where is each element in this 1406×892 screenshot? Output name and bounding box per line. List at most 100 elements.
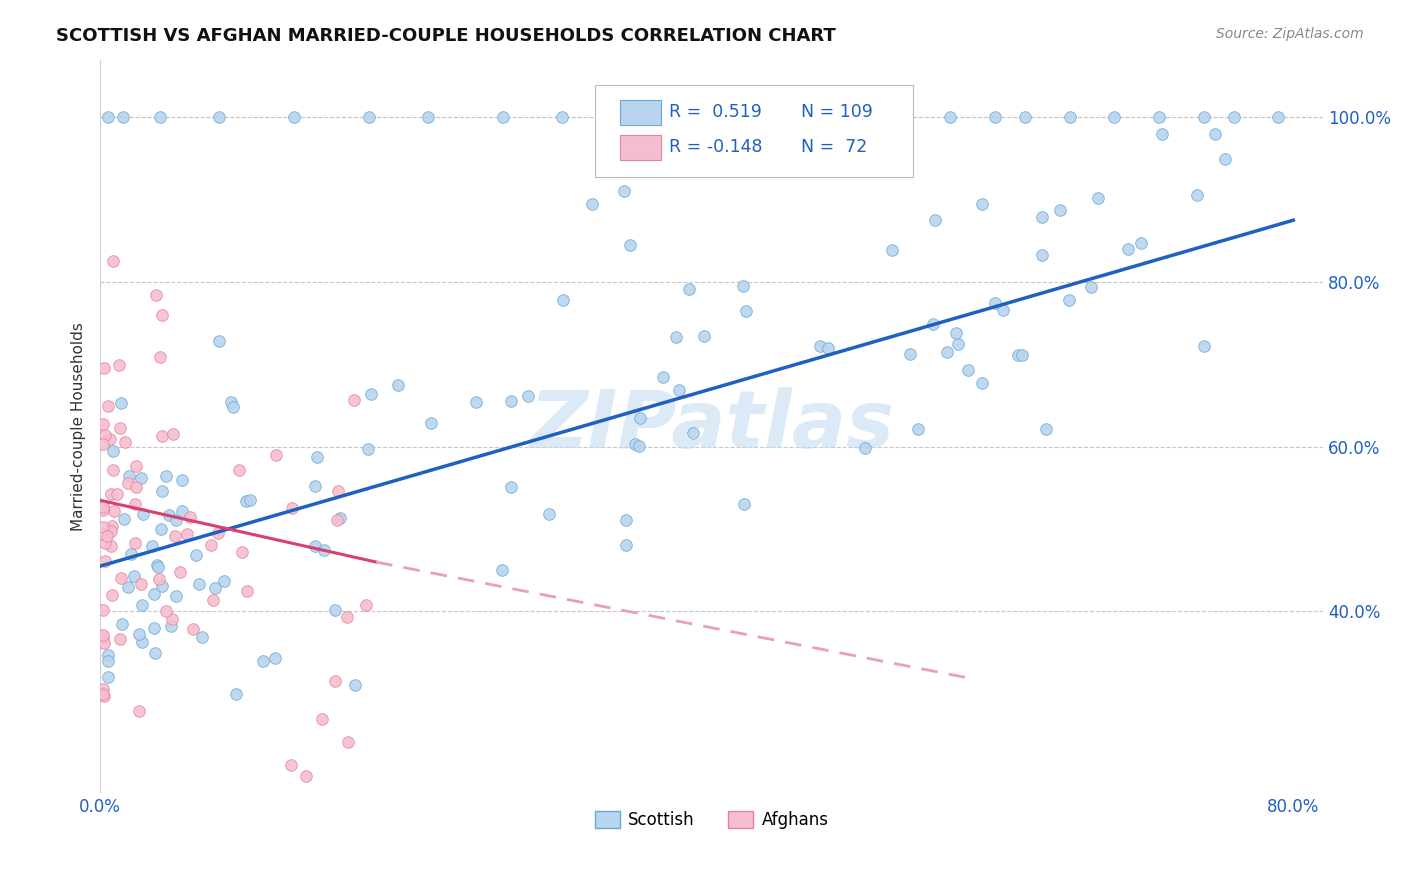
Point xyxy=(1150,127,1173,141)
Point xyxy=(323,674,346,689)
Point xyxy=(97,654,120,668)
Point xyxy=(280,758,302,772)
Text: N = 109: N = 109 xyxy=(801,103,873,120)
Text: SCOTTISH VS AFGHAN MARRIED-COUPLE HOUSEHOLDS CORRELATION CHART: SCOTTISH VS AFGHAN MARRIED-COUPLE HOUSEH… xyxy=(56,27,837,45)
Point xyxy=(150,308,173,322)
Point xyxy=(179,509,201,524)
Point xyxy=(150,429,173,443)
Point xyxy=(91,681,114,696)
Point xyxy=(1014,110,1036,124)
Point xyxy=(326,483,349,498)
Point xyxy=(165,513,187,527)
Point xyxy=(101,463,124,477)
Point xyxy=(91,436,114,450)
Point xyxy=(93,689,115,703)
Point xyxy=(1104,110,1126,124)
Point xyxy=(162,427,184,442)
Point xyxy=(131,598,153,612)
Point xyxy=(150,483,173,498)
Point xyxy=(855,442,877,456)
Point xyxy=(1215,153,1237,167)
Y-axis label: Married-couple Households: Married-couple Households xyxy=(72,322,86,531)
Point xyxy=(111,110,134,124)
Point xyxy=(91,603,114,617)
Point xyxy=(91,630,114,644)
Point xyxy=(991,302,1014,317)
Point xyxy=(921,318,943,332)
Point xyxy=(972,197,994,211)
Point xyxy=(323,603,346,617)
Point xyxy=(894,110,917,124)
Point xyxy=(149,110,172,124)
Point xyxy=(132,507,155,521)
Point xyxy=(172,473,194,487)
Point xyxy=(613,184,636,198)
Point xyxy=(817,341,839,355)
Point xyxy=(118,469,141,483)
FancyBboxPatch shape xyxy=(620,100,661,125)
Point xyxy=(418,110,440,124)
Point xyxy=(221,400,243,414)
Point xyxy=(141,539,163,553)
Point xyxy=(1011,348,1033,362)
Point xyxy=(1007,348,1029,362)
Point xyxy=(93,360,115,375)
Point xyxy=(730,110,752,124)
Point xyxy=(1031,248,1053,262)
Point xyxy=(94,427,117,442)
Point xyxy=(131,634,153,648)
Point xyxy=(117,580,139,594)
Point xyxy=(184,548,207,562)
Point xyxy=(155,604,177,618)
Point xyxy=(103,504,125,518)
Point xyxy=(160,612,183,626)
Point xyxy=(143,621,166,635)
Point xyxy=(100,539,122,553)
Point xyxy=(734,304,756,318)
Point xyxy=(129,576,152,591)
Point xyxy=(619,238,641,252)
Point xyxy=(97,110,120,124)
Point xyxy=(936,344,959,359)
Text: ZIPatlas: ZIPatlas xyxy=(529,387,894,465)
Point xyxy=(200,538,222,552)
Text: R = -0.148: R = -0.148 xyxy=(669,138,762,156)
Point xyxy=(616,538,638,552)
Point xyxy=(1192,110,1215,124)
Point xyxy=(120,547,142,561)
Point xyxy=(357,442,380,456)
Text: Source: ZipAtlas.com: Source: ZipAtlas.com xyxy=(1216,27,1364,41)
Point xyxy=(94,554,117,568)
Point xyxy=(880,243,903,257)
Point xyxy=(945,326,967,341)
Point xyxy=(110,396,132,410)
Point xyxy=(103,253,125,268)
Point xyxy=(790,110,813,124)
Point xyxy=(157,508,180,522)
Point xyxy=(1087,191,1109,205)
Point xyxy=(172,504,194,518)
Point xyxy=(122,568,145,582)
Point xyxy=(387,377,409,392)
Point xyxy=(464,394,486,409)
Point xyxy=(91,520,114,534)
Point xyxy=(551,110,574,124)
Point xyxy=(357,110,380,124)
Point xyxy=(214,574,236,588)
Point xyxy=(129,471,152,485)
Point xyxy=(188,577,211,591)
Point xyxy=(360,387,382,401)
Point xyxy=(610,110,633,124)
Point xyxy=(148,572,170,586)
Point xyxy=(1080,279,1102,293)
Point xyxy=(304,540,326,554)
Point xyxy=(97,648,120,662)
Point xyxy=(924,213,946,227)
Point xyxy=(145,558,167,572)
Point xyxy=(207,525,229,540)
Point xyxy=(149,351,172,365)
Point xyxy=(553,293,575,307)
Point xyxy=(93,636,115,650)
Point xyxy=(150,579,173,593)
Point xyxy=(1222,110,1244,124)
